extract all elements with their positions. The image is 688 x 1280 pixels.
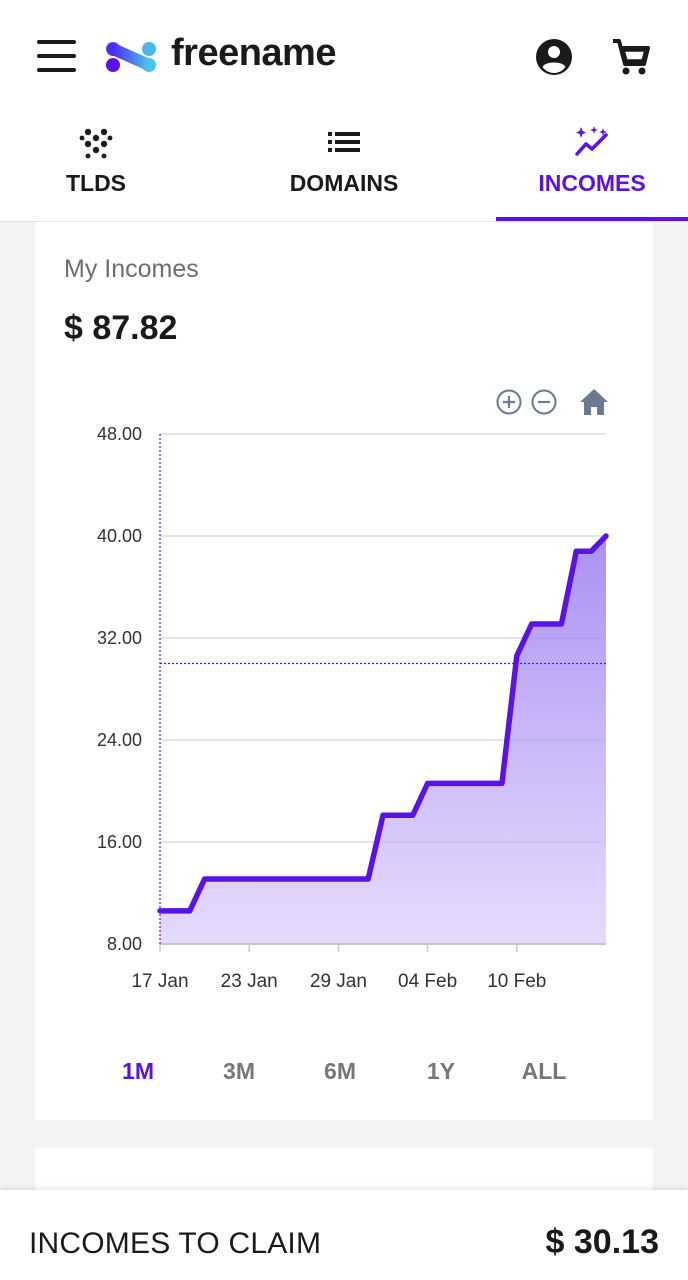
tab-domains[interactable]: DOMAINS — [248, 112, 440, 222]
x-tick-label: 04 Feb — [398, 971, 457, 992]
active-tab-indicator — [496, 217, 688, 221]
hamburger-menu-icon[interactable] — [37, 38, 76, 74]
tab-tlds[interactable]: TLDS — [0, 112, 192, 222]
incomes-amount: $ 87.82 — [64, 309, 178, 347]
main-tabs: TLDS DOMAINS INCOMES — [0, 112, 688, 222]
range-all-button[interactable]: ALL — [521, 1058, 567, 1084]
range-1y-button[interactable]: 1Y — [426, 1058, 456, 1084]
freename-logo-icon — [106, 42, 156, 72]
account-circle-icon[interactable] — [534, 37, 574, 77]
x-tick-label: 29 Jan — [310, 971, 367, 992]
shopping-cart-icon[interactable] — [610, 36, 652, 78]
list-icon — [328, 132, 360, 152]
zoom-out-icon[interactable] — [530, 388, 558, 416]
claim-amount: $ 30.13 — [545, 1223, 659, 1261]
y-tick-label: 48.00 — [97, 424, 142, 444]
y-tick-label: 8.00 — [107, 934, 142, 954]
y-tick-label: 40.00 — [97, 526, 142, 546]
home-icon[interactable] — [578, 387, 610, 417]
range-1m-button[interactable]: 1M — [122, 1058, 154, 1084]
dots-grid-icon — [79, 128, 113, 159]
brand-name: freename — [171, 32, 336, 74]
app-header: freename — [0, 0, 688, 112]
tab-tlds-label: TLDS — [65, 170, 127, 196]
income-chart[interactable]: 8.00 16.00 24.00 32.00 40.00 48.00 17 Jan 23 Ja… — [35, 222, 653, 1022]
y-tick-label: 32.00 — [97, 628, 142, 648]
claim-label: INCOMES TO CLAIM — [29, 1227, 322, 1260]
zoom-in-icon[interactable] — [495, 388, 523, 416]
x-tick-label: 10 Feb — [487, 971, 546, 992]
series-line — [157, 533, 609, 914]
my-incomes-card: My Incomes $ 87.82 8.00 16.00 24.00 32.00 40… — [35, 222, 653, 1120]
incomes-title: My Incomes — [64, 255, 199, 283]
sparkle-trend-icon — [575, 126, 608, 156]
range-6m-button[interactable]: 6M — [324, 1058, 356, 1084]
series-area-fill — [160, 536, 606, 944]
range-3m-button[interactable]: 3M — [223, 1058, 255, 1084]
claim-bar[interactable]: INCOMES TO CLAIM $ 30.13 — [0, 1190, 688, 1280]
tab-incomes[interactable]: INCOMES — [496, 112, 688, 222]
x-tick-label: 17 Jan — [131, 971, 188, 992]
tab-incomes-label: INCOMES — [538, 170, 646, 196]
x-tick-label: 23 Jan — [221, 971, 278, 992]
y-tick-label: 24.00 — [97, 730, 142, 750]
y-tick-label: 16.00 — [97, 832, 142, 852]
time-range-selector: 1M 3M 6M 1Y ALL — [35, 1058, 653, 1088]
tab-domains-label: DOMAINS — [289, 170, 399, 196]
